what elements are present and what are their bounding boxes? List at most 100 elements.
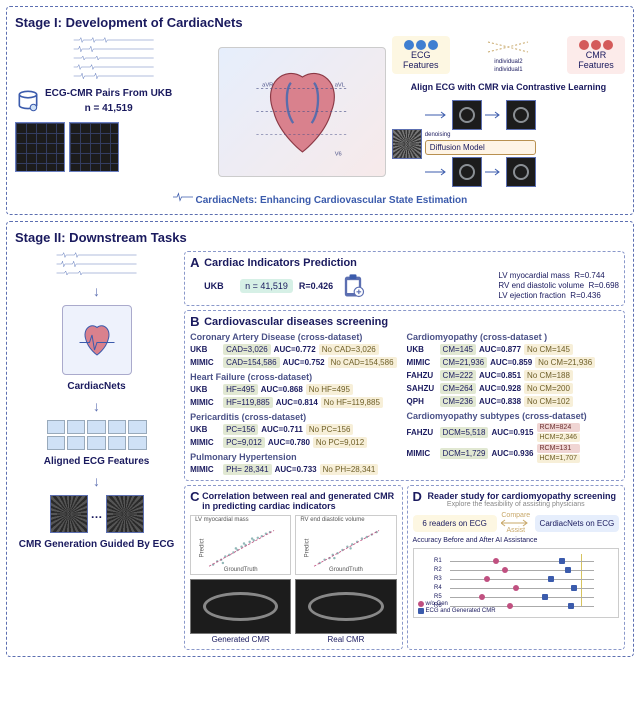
real-cmr (295, 579, 396, 634)
feat-cell (128, 436, 146, 450)
denoise-thumb (506, 100, 536, 130)
panel-c-title: Correlation between real and generated C… (202, 491, 396, 511)
panel-a-src: UKB (204, 281, 234, 291)
cmr-thumb (15, 122, 65, 172)
denoise-thumb (506, 157, 536, 187)
ecg-line (15, 260, 178, 268)
scatter-plot: LV myocardial mass Predict GroundTruth (190, 515, 291, 575)
disease-section-title: Cardiomyopathy (cross-dataset ) (407, 332, 619, 342)
cardiacnets-logo (62, 305, 132, 375)
stage2-title: Stage II: Downstream Tasks (15, 230, 625, 245)
panel-a: A Cardiac Indicators Prediction UKB n = … (184, 251, 625, 306)
stage2-box: Stage II: Downstream Tasks ↓ CardiacNets… (6, 221, 634, 657)
generated-cmr (190, 579, 291, 634)
disease-row: MIMICHF=119,885AUC=0.814No HF=119,885 (190, 397, 402, 408)
disease-row: QPHCM=236AUC=0.838No CM=102 (407, 396, 619, 407)
cmr-features-label: CMR Features (569, 50, 623, 70)
svg-text:aVL: aVL (334, 82, 344, 88)
feat-cell (108, 436, 126, 450)
disease-row: FAHZUCM=222AUC=0.851No CM=188 (407, 370, 619, 381)
noise-thumb (392, 129, 422, 159)
panel-b: B Cardiovascular diseases screening Coro… (184, 310, 625, 481)
disease-row: MIMICPC=9,012AUC=0.780No PC=9,012 (190, 437, 402, 448)
cardiacnets-label: CardiacNets (67, 381, 125, 392)
disease-col-left: Coronary Artery Disease (cross-dataset)U… (190, 330, 402, 475)
link-icon (483, 37, 533, 57)
stage1-footer: CardiacNets: Enhancing Cardiovascular St… (15, 191, 625, 206)
compare-label: Compare (501, 512, 531, 519)
panel-b-letter: B (190, 314, 199, 329)
panel-cd-row: C Correlation between real and generated… (184, 485, 625, 650)
disease-row: FAHZUDCM=5,518AUC=0.915RCM=824HCM=2,346 (407, 423, 619, 442)
disease-row: MIMICPH= 28,341AUC=0.733No PH=28,341 (190, 464, 402, 475)
ecg-line (15, 251, 178, 259)
feat-cell (47, 436, 65, 450)
panel-d: D Reader study for cardiomyopathy screen… (407, 485, 625, 650)
scatter-thumbs: LV myocardial mass Predict GroundTruth R… (190, 515, 396, 575)
cmr-thumbs (15, 122, 212, 172)
panel-c-letter: C (190, 489, 199, 504)
panel-d-title: Reader study for cardiomyopathy screenin… (425, 491, 619, 501)
stage2-right: A Cardiac Indicators Prediction UKB n = … (184, 251, 625, 650)
disease-section-title: Pulmonary Hypertension (190, 452, 402, 462)
arrow-icon (425, 110, 449, 120)
stage1-left: ECG-CMR Pairs From UKB n = 41,519 (15, 36, 212, 187)
database-icon (15, 88, 41, 114)
feat-cell (67, 420, 85, 434)
disease-row: UKBHF=495AUC=0.868No HF=495 (190, 384, 402, 395)
denoise-thumb (452, 157, 482, 187)
arrow-icon (485, 110, 503, 120)
ecg-line (15, 45, 212, 53)
cmr-gen-thumb (106, 495, 144, 533)
feat-cell (128, 420, 146, 434)
feat-cell (87, 436, 105, 450)
reader-chart-row: R1 (434, 557, 598, 565)
scatter-title: LV myocardial mass (195, 517, 249, 523)
reader-chart-row: R5 (434, 593, 598, 601)
disease-grid: Coronary Artery Disease (cross-dataset)U… (190, 330, 619, 475)
scatter-plot: RV end diastolic volume Predict GroundTr… (295, 515, 396, 575)
cmr-thumb (69, 122, 119, 172)
disease-row: UKBCM=145AUC=0.877No CM=145 (407, 344, 619, 355)
reader-chart-row: R3 (434, 575, 598, 583)
align-mid: individual2 individual1 (454, 37, 563, 73)
scatter-dots (310, 524, 391, 573)
arrow-icon (485, 167, 503, 177)
cmrgen-label: CMR Generation Guided By ECG (19, 539, 175, 550)
feat-cell (108, 420, 126, 434)
stage1-right: ECG Features individual2 individual1 CMR… (392, 36, 625, 187)
cmr-features: CMR Features (567, 36, 625, 74)
feat-cell (87, 420, 105, 434)
stage2-left: ↓ CardiacNets ↓ Aligned ECG Features ↓ …… (15, 251, 178, 650)
panel-a-title: Cardiac Indicators Prediction (204, 257, 619, 269)
ecg-line (15, 269, 178, 277)
ellipsis-icon: … (91, 507, 103, 521)
stage1-box: Stage I: Development of CardiacNets ECG-… (6, 6, 634, 215)
ecg-line (15, 63, 212, 71)
reader-chart-title: Accuracy Before and After AI Assistance (413, 537, 619, 544)
aligned-features-grid (47, 420, 147, 450)
panel-a-row: UKB n = 41,519 R=0.426 LV myocardial mas… (204, 271, 619, 300)
disease-row: MIMICCM=21,936AUC=0.859No CM=21,936 (407, 357, 619, 368)
stage1-title: Stage I: Development of CardiacNets (15, 15, 625, 30)
panel-a-letter: A (190, 255, 199, 270)
disease-row: MIMICDCM=1,729AUC=0.936RCM=131HCM=1,707 (407, 444, 619, 463)
disease-section-title: Heart Failure (cross-dataset) (190, 372, 402, 382)
pair-n: n = 41,519 (45, 103, 172, 114)
reader-chart-row: R6 (434, 602, 598, 610)
feat-cell (67, 436, 85, 450)
ecg-features-label: ECG Features (394, 50, 448, 70)
clipboard-icon (339, 272, 367, 300)
cmr-pair: Generated CMR Real CMR (190, 579, 396, 644)
ecg-line (15, 54, 212, 62)
assist-label: Assist (501, 527, 531, 534)
down-arrow-icon: ↓ (93, 398, 100, 414)
align-row: ECG Features individual2 individual1 CMR… (392, 36, 625, 74)
diffusion-row: denoising Diffusion Model (392, 100, 625, 187)
reader-chart: w/o Gen ECG and Generated CMR R1R2R3R4R5… (413, 548, 619, 618)
disease-col-right: Cardiomyopathy (cross-dataset ) UKBCM=145… (407, 330, 619, 475)
down-arrow-icon: ↓ (93, 473, 100, 489)
ecg-waves-small (15, 251, 178, 277)
align-title: Align ECG with CMR via Contrastive Learn… (392, 82, 625, 92)
reader-mid: Compare Assist (501, 512, 531, 534)
